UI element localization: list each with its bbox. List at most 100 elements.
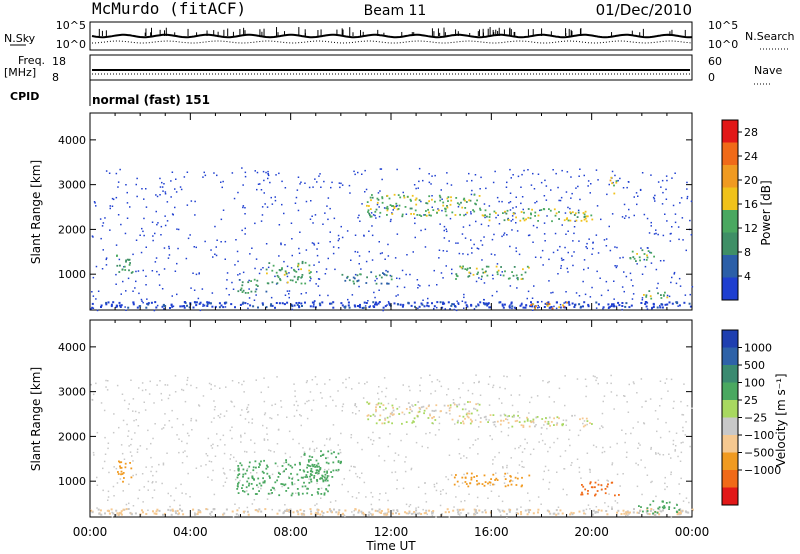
scatter-cell (448, 240, 450, 242)
scatter-cell (659, 306, 662, 309)
velocity-colorbar-tick-label: −25 (744, 412, 767, 425)
data-cell (631, 250, 634, 253)
scatter-cell (427, 305, 430, 308)
scatter-cell (265, 306, 268, 309)
scatter-cell (360, 510, 363, 513)
scatter-cell (631, 298, 634, 300)
power-colorbar-swatch (722, 255, 738, 278)
data-cell (643, 294, 645, 296)
scatter-cell (374, 509, 377, 512)
scatter-cell (605, 280, 608, 283)
scatter-cell (689, 293, 691, 296)
scatter-cell (207, 476, 209, 478)
data-cell (298, 461, 301, 464)
scatter-cell (354, 403, 357, 405)
data-cell (581, 493, 584, 496)
scatter-cell (225, 287, 228, 290)
data-cell (645, 294, 648, 297)
scatter-cell (542, 264, 544, 266)
data-cell (248, 461, 251, 464)
scatter-cell (351, 388, 353, 390)
scatter-cell (670, 281, 672, 284)
scatter-cell (556, 249, 559, 251)
data-cell (507, 277, 510, 280)
scatter-cell (637, 195, 639, 197)
data-cell (293, 268, 295, 271)
scatter-cell (674, 449, 676, 451)
scatter-cell (648, 513, 651, 516)
scatter-cell (679, 460, 682, 462)
data-cell (676, 504, 678, 506)
scatter-cell (178, 512, 180, 515)
scatter-cell (689, 219, 691, 222)
scatter-cell (120, 293, 122, 295)
data-cell (241, 291, 244, 293)
velocity-colorbar-swatch (722, 487, 738, 505)
scatter-cell (321, 397, 323, 399)
scatter-cell (262, 170, 265, 173)
data-cell (256, 484, 258, 487)
scatter-cell (615, 305, 618, 308)
data-cell (554, 214, 557, 217)
scatter-cell (609, 249, 612, 252)
scatter-cell (552, 169, 554, 171)
scatter-cell (516, 287, 518, 289)
scatter-cell (211, 292, 214, 294)
scatter-cell (381, 178, 383, 181)
data-cell (476, 480, 478, 482)
scatter-cell (682, 414, 685, 416)
scatter-cell (248, 421, 250, 424)
scatter-cell (454, 423, 456, 425)
scatter-cell (606, 193, 608, 196)
scatter-cell (452, 303, 455, 306)
scatter-cell (118, 511, 121, 514)
scatter-cell (578, 466, 581, 469)
nave-tick-top: 60 (708, 55, 722, 68)
data-cell (284, 270, 287, 273)
scatter-cell (316, 513, 319, 516)
scatter-cell (178, 451, 180, 454)
scatter-cell (247, 513, 250, 516)
data-cell (269, 477, 271, 479)
scatter-cell (571, 302, 574, 305)
scatter-cell (244, 213, 246, 215)
data-cell (489, 213, 491, 216)
scatter-cell (611, 303, 613, 306)
scatter-cell (503, 232, 506, 234)
data-cell (453, 403, 456, 406)
scatter-cell (212, 443, 214, 446)
scatter-cell (130, 438, 133, 440)
scatter-cell (294, 483, 296, 485)
scatter-cell (186, 304, 188, 307)
scatter-cell (661, 306, 664, 309)
data-cell (118, 271, 121, 273)
scatter-cell (112, 301, 115, 304)
scatter-cell (242, 206, 244, 209)
scatter-cell (248, 297, 251, 299)
scatter-cell (121, 452, 124, 455)
data-cell (313, 464, 316, 466)
scatter-cell (301, 514, 303, 516)
scatter-cell (662, 454, 665, 456)
scatter-cell (637, 464, 639, 466)
scatter-cell (286, 416, 288, 418)
scatter-cell (405, 456, 407, 458)
scatter-cell (626, 510, 629, 513)
scatter-cell (604, 502, 606, 504)
scatter-cell (93, 454, 95, 456)
scatter-cell (587, 185, 589, 187)
scatter-cell (238, 514, 240, 516)
scatter-cell (653, 198, 656, 200)
scatter-cell (217, 415, 220, 417)
scatter-cell (329, 302, 331, 305)
scatter-cell (197, 297, 200, 300)
data-cell (581, 484, 583, 486)
scatter-cell (283, 462, 285, 464)
scatter-cell (602, 307, 604, 310)
scatter-cell (302, 447, 304, 449)
scatter-cell (206, 303, 209, 305)
scatter-cell (432, 510, 435, 512)
scatter-cell (235, 513, 238, 516)
data-cell (268, 262, 271, 264)
scatter-cell (401, 305, 404, 308)
